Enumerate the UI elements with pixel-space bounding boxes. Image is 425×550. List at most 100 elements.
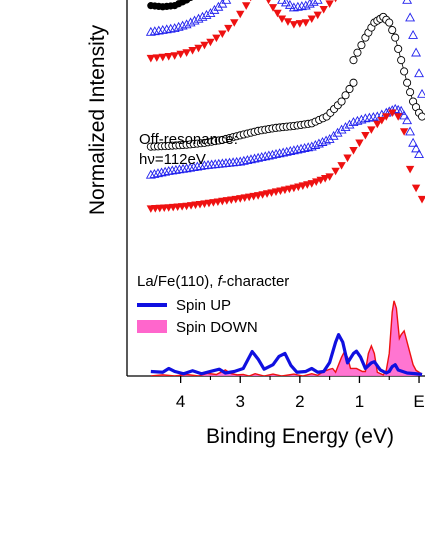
data-point [408, 29, 419, 39]
series-top-filled-triangle-down [146, 0, 337, 63]
data-point [313, 11, 322, 20]
data-point [320, 175, 330, 183]
data-point [185, 17, 196, 27]
data-point [271, 149, 281, 158]
data-point [158, 53, 167, 62]
data-point [200, 41, 209, 50]
data-point [406, 88, 415, 97]
data-point [281, 146, 292, 156]
data-point [230, 19, 239, 27]
data-point [414, 149, 425, 158]
data-point [394, 44, 403, 53]
data-point [399, 110, 410, 120]
data-point [224, 24, 233, 33]
data-point [355, 139, 364, 148]
data-point [145, 169, 156, 179]
data-point [283, 18, 293, 26]
data-point [306, 141, 317, 151]
data-point [300, 0, 311, 10]
data-point [267, 149, 278, 159]
data-point [161, 24, 172, 34]
data-point [417, 88, 425, 98]
data-point [352, 115, 363, 125]
data-point [373, 120, 382, 129]
legend-label-spin-down: Spin DOWN [176, 319, 258, 336]
data-point [274, 148, 285, 158]
data-point [319, 6, 328, 14]
data-point [212, 34, 221, 43]
data-point [411, 184, 421, 193]
data-point [295, 20, 305, 28]
data-point [393, 113, 403, 121]
photon-energy-label: hν=112eV [139, 151, 206, 168]
data-point [405, 12, 416, 22]
data-point [353, 48, 362, 57]
legend-label-spin-up: Spin UP [176, 297, 231, 314]
data-point [414, 68, 425, 78]
x-tick-label: E [413, 392, 424, 411]
data-point [157, 24, 168, 34]
data-point [277, 15, 287, 23]
data-point [194, 44, 203, 53]
data-point [242, 2, 251, 10]
data-point [181, 19, 192, 29]
data-point [364, 112, 375, 122]
data-point [235, 156, 246, 166]
data-point [173, 21, 184, 31]
data-point [149, 168, 160, 178]
spin-down-line [150, 300, 423, 376]
data-point [249, 0, 252, 2]
data-point [169, 23, 180, 33]
data-point [385, 18, 394, 27]
data-point [178, 163, 188, 173]
data-point [201, 9, 212, 19]
data-point [408, 137, 419, 147]
data-point [312, 178, 321, 186]
data-point [170, 52, 179, 60]
data-point [276, 0, 287, 4]
data-point [316, 176, 325, 185]
series-top-open-circle [349, 12, 425, 121]
data-point [238, 155, 249, 165]
data-point [152, 54, 161, 62]
data-point [197, 11, 208, 21]
x-tick-label: 1 [355, 392, 364, 411]
data-point [360, 113, 371, 123]
data-point [188, 47, 197, 55]
data-point [221, 0, 232, 4]
data-point [193, 13, 204, 23]
data-point [192, 161, 203, 171]
series-layer [145, 0, 425, 376]
data-point [206, 38, 215, 47]
data-point [417, 195, 425, 204]
data-point [285, 146, 296, 155]
data-point [388, 109, 397, 117]
data-point [160, 166, 171, 176]
data-point [181, 163, 192, 173]
data-point [182, 49, 191, 57]
data-point [163, 165, 174, 175]
data-point [337, 162, 346, 170]
legend: La/Fe(110), f-character Spin UP Spin DOW… [137, 273, 289, 336]
data-point [331, 167, 340, 176]
data-point [325, 0, 334, 8]
data-point [343, 154, 352, 163]
data-point [260, 151, 271, 161]
data-point [303, 142, 314, 152]
data-point [368, 112, 379, 121]
data-point [289, 21, 299, 29]
legend-title: La/Fe(110), f-character [137, 273, 289, 290]
data-point [372, 111, 383, 121]
data-point [165, 23, 176, 33]
data-point [256, 152, 267, 161]
series-spin-down [150, 300, 423, 376]
data-point [307, 180, 316, 188]
data-point [195, 160, 206, 170]
data-point [361, 132, 370, 140]
off-resonance-label: Off-resonance: [139, 131, 238, 148]
data-point [325, 173, 334, 181]
data-point [153, 25, 164, 35]
data-point [399, 128, 409, 136]
series-off-resonance-open-circle [146, 78, 358, 151]
